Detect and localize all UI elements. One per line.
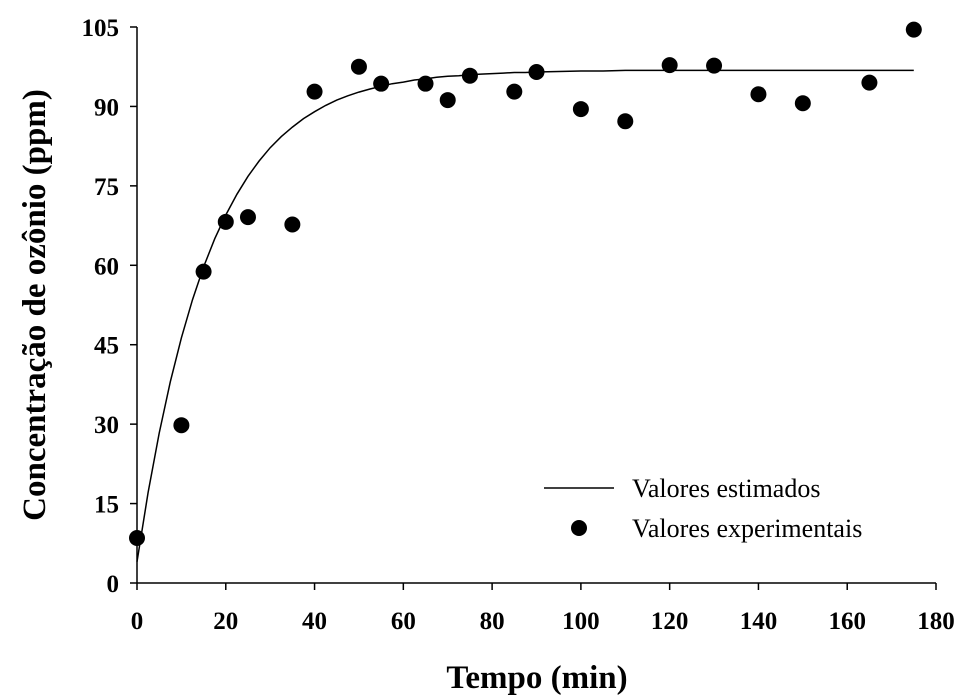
x-tick-label: 20 (213, 608, 238, 635)
legend-label-estimated: Valores estimados (632, 474, 820, 503)
data-point (217, 213, 234, 230)
data-point (306, 83, 323, 100)
data-point (661, 57, 678, 74)
data-point (350, 58, 367, 75)
y-tick-label: 105 (82, 15, 120, 42)
y-tick-label: 60 (94, 253, 119, 280)
x-tick-label: 140 (740, 608, 778, 635)
data-point (861, 74, 878, 91)
axes-layer (136, 27, 936, 584)
data-point (284, 216, 301, 233)
data-point (905, 21, 922, 38)
data-point (794, 95, 811, 112)
x-tick-label: 180 (917, 608, 955, 635)
legend: Valores estimados Valores experimentais (544, 474, 862, 543)
data-point (195, 263, 212, 280)
legend-label-experimental: Valores experimentais (632, 514, 862, 543)
data-point (572, 101, 589, 118)
x-tick-label: 80 (480, 608, 505, 635)
data-point (706, 57, 723, 74)
y-tick-label: 45 (94, 333, 119, 360)
data-point (528, 64, 545, 81)
x-tick-label: 60 (391, 608, 416, 635)
y-tick-label: 75 (94, 174, 119, 201)
y-tick-label: 90 (94, 94, 119, 121)
x-tick-label: 120 (651, 608, 689, 635)
points-layer (129, 21, 922, 546)
x-tick-label: 100 (562, 608, 600, 635)
data-point (439, 92, 456, 109)
y-tick-label: 15 (94, 492, 119, 519)
data-point (617, 113, 634, 130)
x-tick-label: 160 (828, 608, 866, 635)
y-tick-label: 30 (94, 412, 119, 439)
data-point (373, 75, 390, 92)
data-point (417, 75, 434, 92)
x-tick-label: 0 (131, 608, 144, 635)
ticks-layer: 0 20 40 60 80 100 120 140 160 180 0 15 30 45 60 75 90 105 (82, 15, 955, 635)
data-point (461, 67, 478, 84)
legend-marker-swatch (571, 520, 587, 536)
data-point (239, 209, 256, 226)
x-axis-title: Tempo (min) (446, 660, 627, 696)
data-point (173, 417, 190, 434)
y-axis-title: Concentração de ozônio (ppm) (17, 89, 53, 521)
data-point (506, 83, 523, 100)
data-point (750, 86, 767, 103)
x-tick-label: 40 (302, 608, 327, 635)
y-tick-label: 0 (107, 571, 120, 598)
